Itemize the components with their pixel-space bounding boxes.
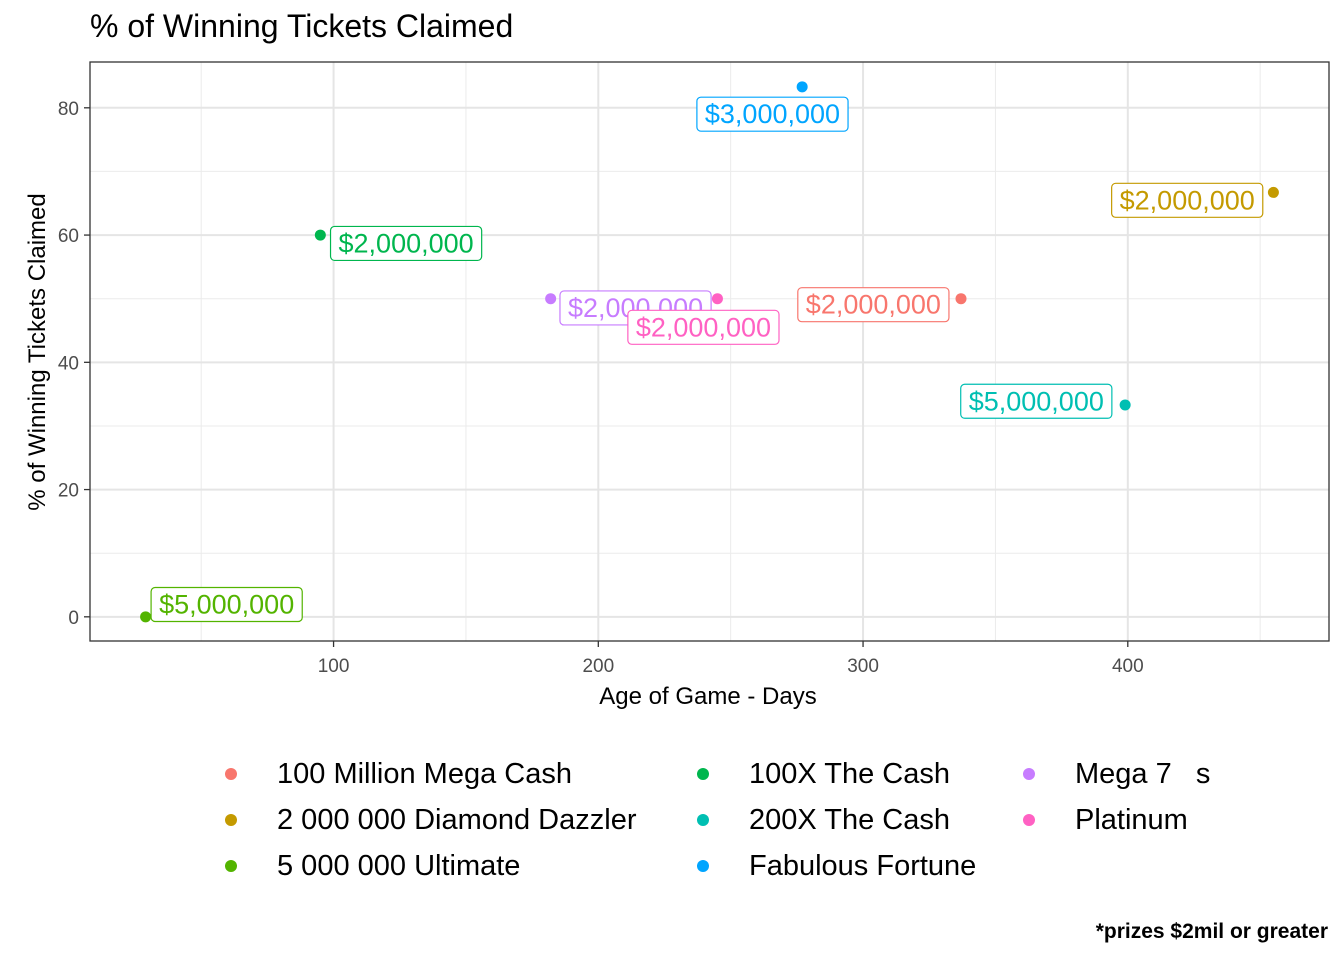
data-label: $2,000,000 (797, 287, 950, 323)
data-label-box (627, 309, 780, 345)
legend-label: Mega 7 s (1075, 757, 1211, 790)
legend-label: 2 000 000 Diamond Dazzler (277, 803, 637, 836)
data-label: $5,000,000 (960, 383, 1113, 419)
legend-key (225, 814, 237, 826)
data-label: $2,000,000 (329, 225, 483, 262)
data-point (140, 611, 152, 623)
chart-title: % of Winning Tickets Claimed (90, 8, 514, 44)
legend-key (697, 860, 709, 872)
data-label-box (1111, 182, 1264, 218)
data-label: $5,000,000 (150, 586, 303, 623)
data-label-box (696, 96, 849, 132)
legend-key (1023, 814, 1035, 826)
legend: 100 Million Mega Cash 100X The Cash Mega… (215, 758, 1233, 882)
data-point (545, 293, 557, 305)
data-label-text: $2,000,000 (1120, 185, 1255, 215)
legend-item: 200X The Cash (687, 804, 1013, 836)
plot-panel (90, 62, 1329, 641)
legend-label: Platinum (1075, 803, 1188, 836)
x-tick-label: 100 (318, 656, 350, 677)
x-tick-label: 300 (847, 656, 879, 677)
y-tick-label: 80 (58, 99, 79, 120)
legend-key (225, 860, 237, 872)
data-label-text: $2,000,000 (636, 312, 771, 342)
legend-label: 100X The Cash (749, 757, 950, 790)
x-tick-label: 200 (582, 656, 614, 677)
y-tick-label: 60 (58, 226, 79, 247)
data-label-text: $3,000,000 (705, 99, 840, 129)
legend-label: 200X The Cash (749, 803, 950, 836)
data-point (796, 81, 808, 93)
axes: 100 200 300 400 0 20 40 60 80 (58, 99, 1144, 677)
y-axis-title: % of Winning Tickets Claimed (24, 193, 51, 511)
legend-item: 100X The Cash (687, 758, 1013, 790)
data-label-text: $5,000,000 (159, 589, 294, 619)
legend-item: 2 000 000 Diamond Dazzler (215, 804, 687, 836)
legend-item: 5 000 000 Ultimate (215, 850, 687, 882)
plot-panel-border (89, 61, 1330, 642)
legend-item: Platinum (1013, 804, 1233, 836)
y-tick-label: 20 (58, 481, 79, 502)
data-label-box (960, 383, 1113, 419)
data-label-box (150, 586, 303, 623)
legend-item: Fabulous Fortune (687, 850, 1013, 882)
data-point (314, 229, 326, 241)
data-point (1119, 399, 1131, 411)
data-label-text: $2,000,000 (806, 290, 941, 320)
legend-label: Fabulous Fortune (749, 849, 977, 882)
data-label: $3,000,000 (696, 96, 849, 132)
data-point (955, 293, 967, 305)
y-tick-label: 40 (58, 353, 79, 374)
data-label: $2,000,000 (627, 309, 780, 345)
legend-key (697, 768, 709, 780)
legend-item: 100 Million Mega Cash (215, 758, 687, 790)
footnote-caption: *prizes $2mil or greater (1095, 920, 1328, 943)
x-tick-label: 400 (1112, 656, 1144, 677)
data-points (140, 81, 1279, 623)
y-tick-label: 0 (68, 608, 79, 629)
legend-label: 5 000 000 Ultimate (277, 849, 521, 882)
x-axis-title: Age of Game - Days (599, 683, 817, 710)
data-label-box (329, 225, 483, 262)
data-point (1267, 186, 1279, 198)
legend-item: Mega 7 s (1013, 758, 1233, 790)
legend-key (1023, 768, 1035, 780)
legend-key (697, 814, 709, 826)
data-labels: $2,000,000 $2,000,000 $5,000,000 $2,000,000… (150, 96, 1264, 623)
data-label-text: $5,000,000 (969, 386, 1104, 416)
legend-key (225, 768, 237, 780)
data-point (711, 293, 723, 305)
data-label-box (797, 287, 950, 323)
legend-label: 100 Million Mega Cash (277, 757, 572, 790)
data-label: $2,000,000 (1111, 182, 1264, 218)
data-label-text: $2,000,000 (339, 228, 474, 258)
